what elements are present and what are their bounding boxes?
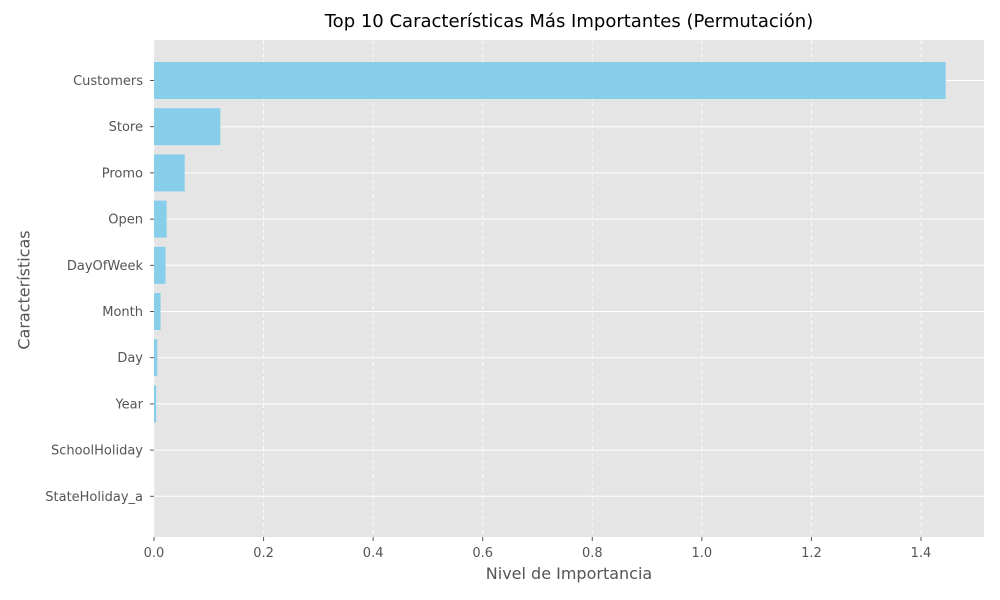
- y-tick-label: Customers: [73, 74, 143, 89]
- bar-Month: [154, 293, 161, 330]
- y-tick-label: SchoolHoliday: [51, 444, 143, 459]
- y-tick-label: Day: [117, 351, 143, 366]
- bar-Store: [154, 108, 221, 146]
- x-tick-label: 1.4: [911, 546, 932, 561]
- x-tick-label: 1.0: [692, 546, 713, 561]
- bar-Customers: [154, 62, 946, 99]
- x-tick-label: 0.6: [472, 546, 493, 561]
- y-tick-label: Open: [108, 213, 143, 228]
- plot-background: [154, 40, 984, 537]
- x-tick-label: 0.4: [363, 546, 384, 561]
- bar-Year: [154, 385, 157, 423]
- y-tick-label: Store: [109, 120, 143, 135]
- bar-DayOfWeek: [154, 246, 166, 284]
- bar-Promo: [154, 154, 185, 192]
- x-tick-label: 0.2: [253, 546, 274, 561]
- y-tick-label: Year: [114, 397, 143, 412]
- y-tick-label: StateHoliday_a: [45, 490, 143, 505]
- x-tick-label: 0.0: [144, 546, 165, 561]
- x-axis-label: Nivel de Importancia: [485, 564, 653, 583]
- bar-Open: [154, 200, 167, 238]
- y-tick-label: Month: [102, 305, 143, 320]
- chart-title: Top 10 Características Más Importantes (…: [324, 11, 814, 32]
- x-tick-label: 0.8: [582, 546, 603, 561]
- y-tick-label: DayOfWeek: [67, 259, 144, 274]
- x-tick-label: 1.2: [801, 546, 822, 561]
- y-axis-label: Características: [14, 230, 34, 350]
- bar-Day: [154, 339, 158, 377]
- y-tick-label: Promo: [102, 166, 143, 181]
